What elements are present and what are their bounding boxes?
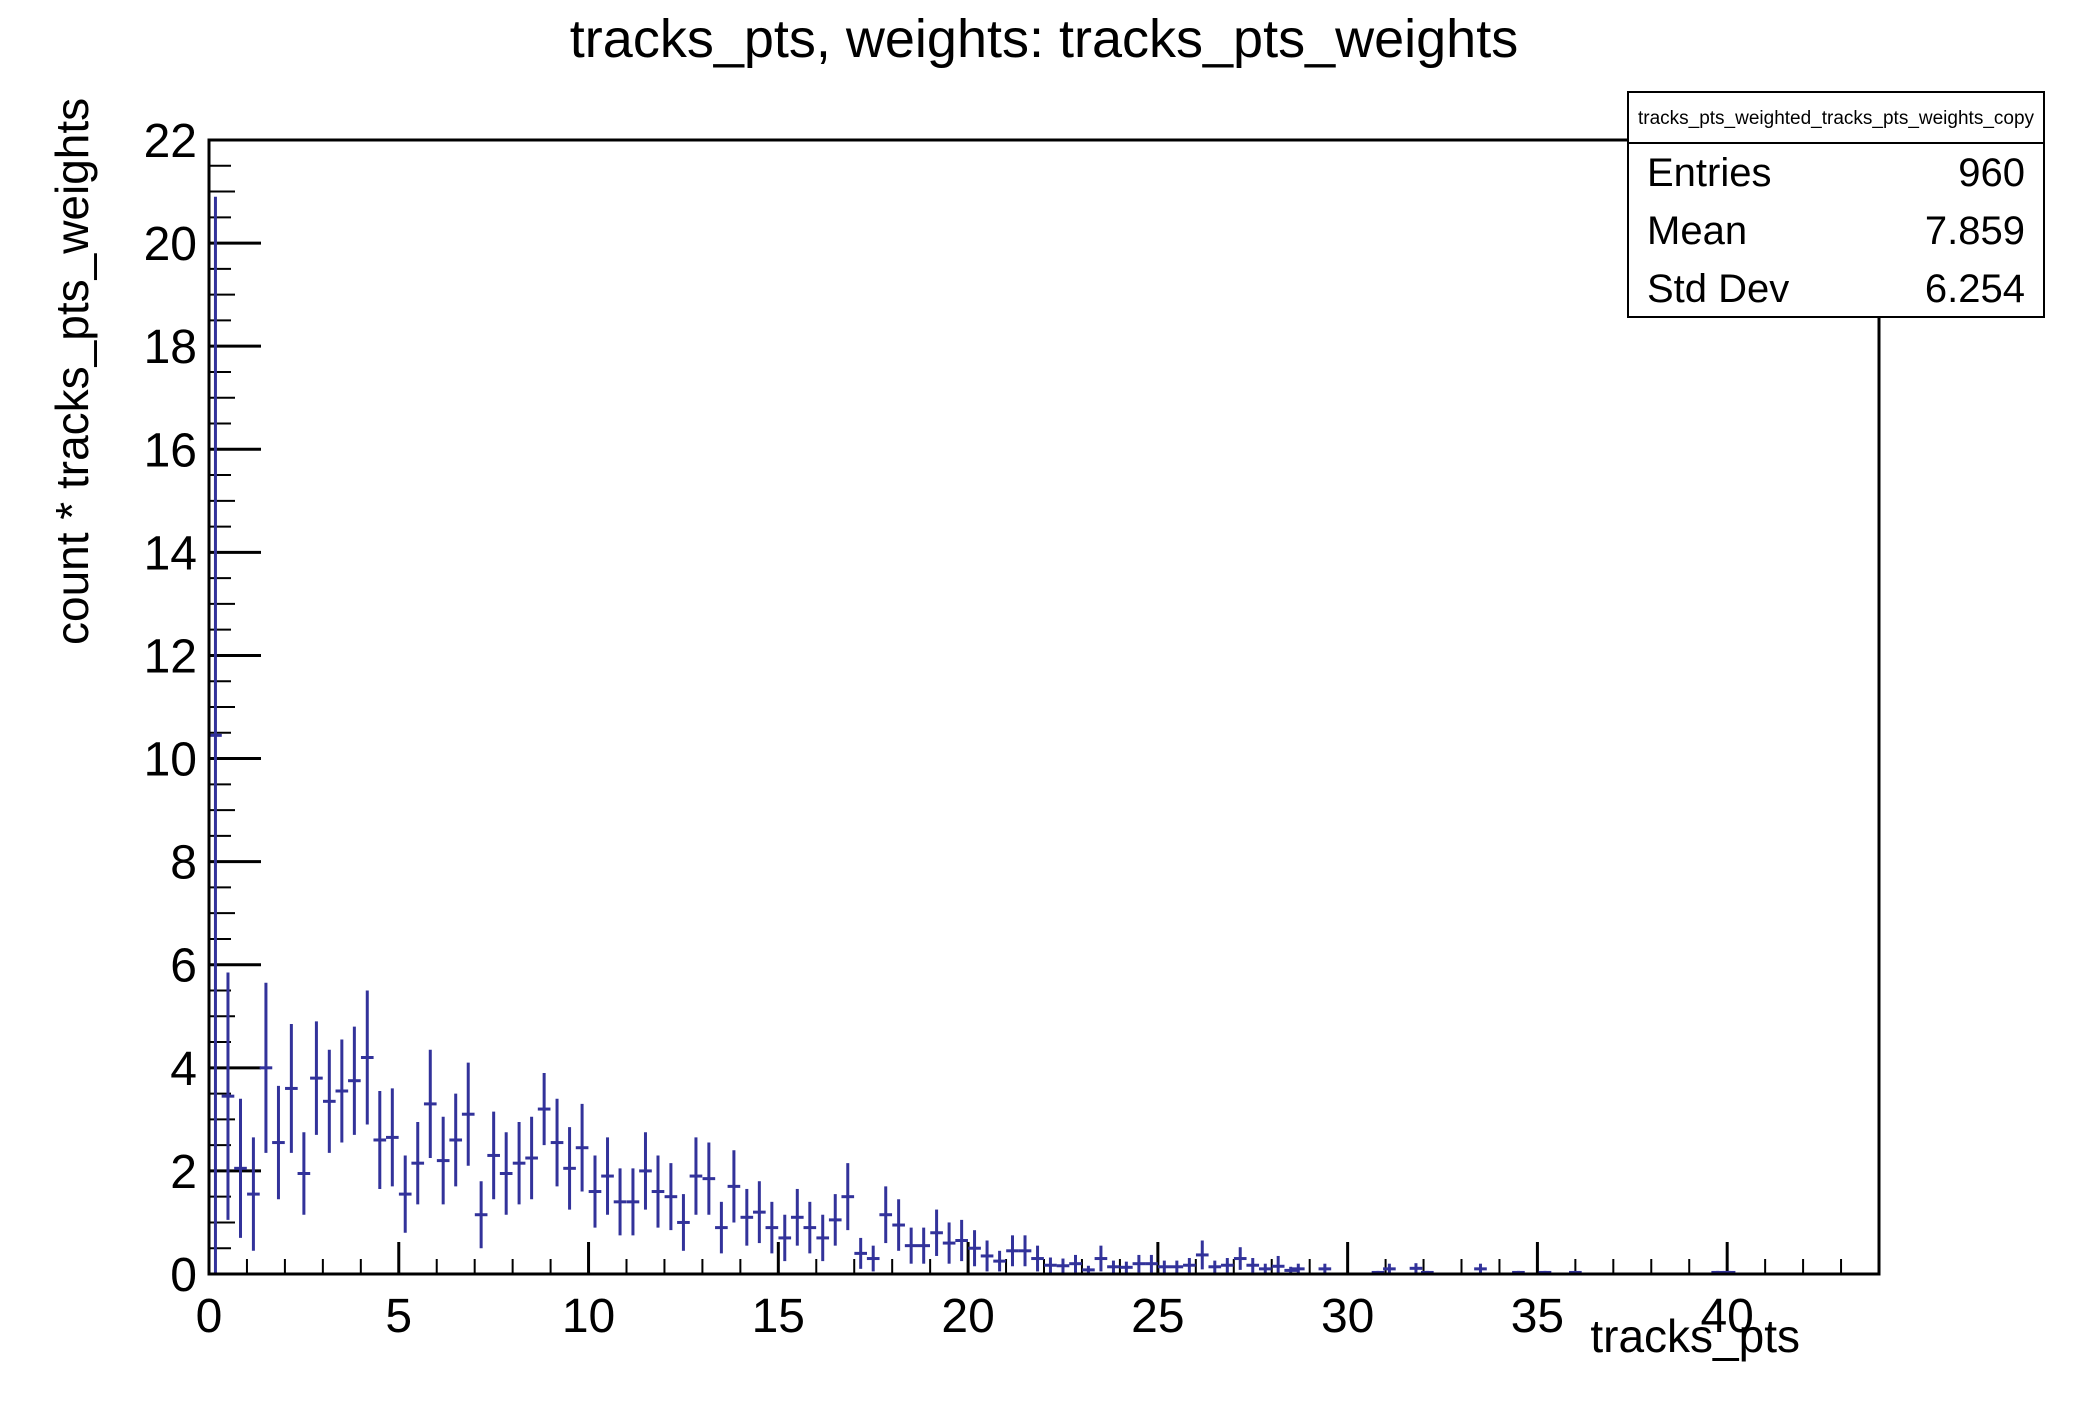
stats-row-stddev: Std Dev 6.254 (1629, 269, 2043, 309)
x-axis-title: tracks_pts (1590, 1310, 1800, 1362)
x-tick-label: 25 (1131, 1290, 1184, 1343)
y-tick-label: 16 (144, 424, 197, 477)
y-tick-label: 14 (144, 527, 197, 580)
stats-label-entries: Entries (1647, 151, 1772, 195)
x-tick-label: 10 (562, 1290, 615, 1343)
y-tick-label: 10 (144, 734, 197, 787)
y-tick-label: 12 (144, 630, 197, 683)
x-tick-label: 40 (1700, 1290, 1753, 1343)
y-tick-label: 0 (170, 1249, 197, 1302)
y-tick-label: 2 (170, 1146, 197, 1199)
y-tick-label: 18 (144, 321, 197, 374)
y-tick-label: 8 (170, 837, 197, 890)
stats-row-entries: Entries 960 (1629, 153, 2043, 193)
stats-label-mean: Mean (1647, 209, 1748, 253)
axis-tick-labels: 0 5 10 15 20 25 30 35 40 0 2 4 6 8 10 12 14 16 18 20 22 (144, 115, 1754, 1343)
stats-value-entries: 960 (1958, 151, 2025, 195)
y-tick-label: 22 (144, 115, 197, 168)
y-axis-title: count * tracks_pts_weights (46, 98, 98, 645)
y-tick-label: 4 (170, 1043, 197, 1096)
stats-rows: Entries 960 Mean 7.859 Std Dev 6.254 (1629, 144, 2043, 318)
stats-box-title: tracks_pts_weighted_tracks_pts_weights_c… (1629, 93, 2043, 144)
x-tick-label: 5 (385, 1290, 412, 1343)
y-tick-label: 6 (170, 940, 197, 993)
axis-ticks (207, 138, 1880, 1276)
stats-label-stddev: Std Dev (1647, 267, 1790, 311)
x-tick-label: 15 (752, 1290, 805, 1343)
plot-frame (207, 138, 1881, 1276)
stats-box: tracks_pts_weighted_tracks_pts_weights_c… (1627, 91, 2045, 318)
data-points (209, 196, 1736, 1274)
y-tick-label: 20 (144, 218, 197, 271)
x-tick-label: 20 (941, 1290, 994, 1343)
x-tick-label: 0 (196, 1290, 223, 1343)
x-tick-label: 30 (1321, 1290, 1374, 1343)
stats-row-mean: Mean 7.859 (1629, 211, 2043, 251)
stats-value-mean: 7.859 (1924, 209, 2025, 253)
stats-value-stddev: 6.254 (1924, 267, 2025, 311)
x-tick-label: 35 (1511, 1290, 1564, 1343)
plot-title: tracks_pts, weights: tracks_pts_weights (569, 9, 1519, 69)
